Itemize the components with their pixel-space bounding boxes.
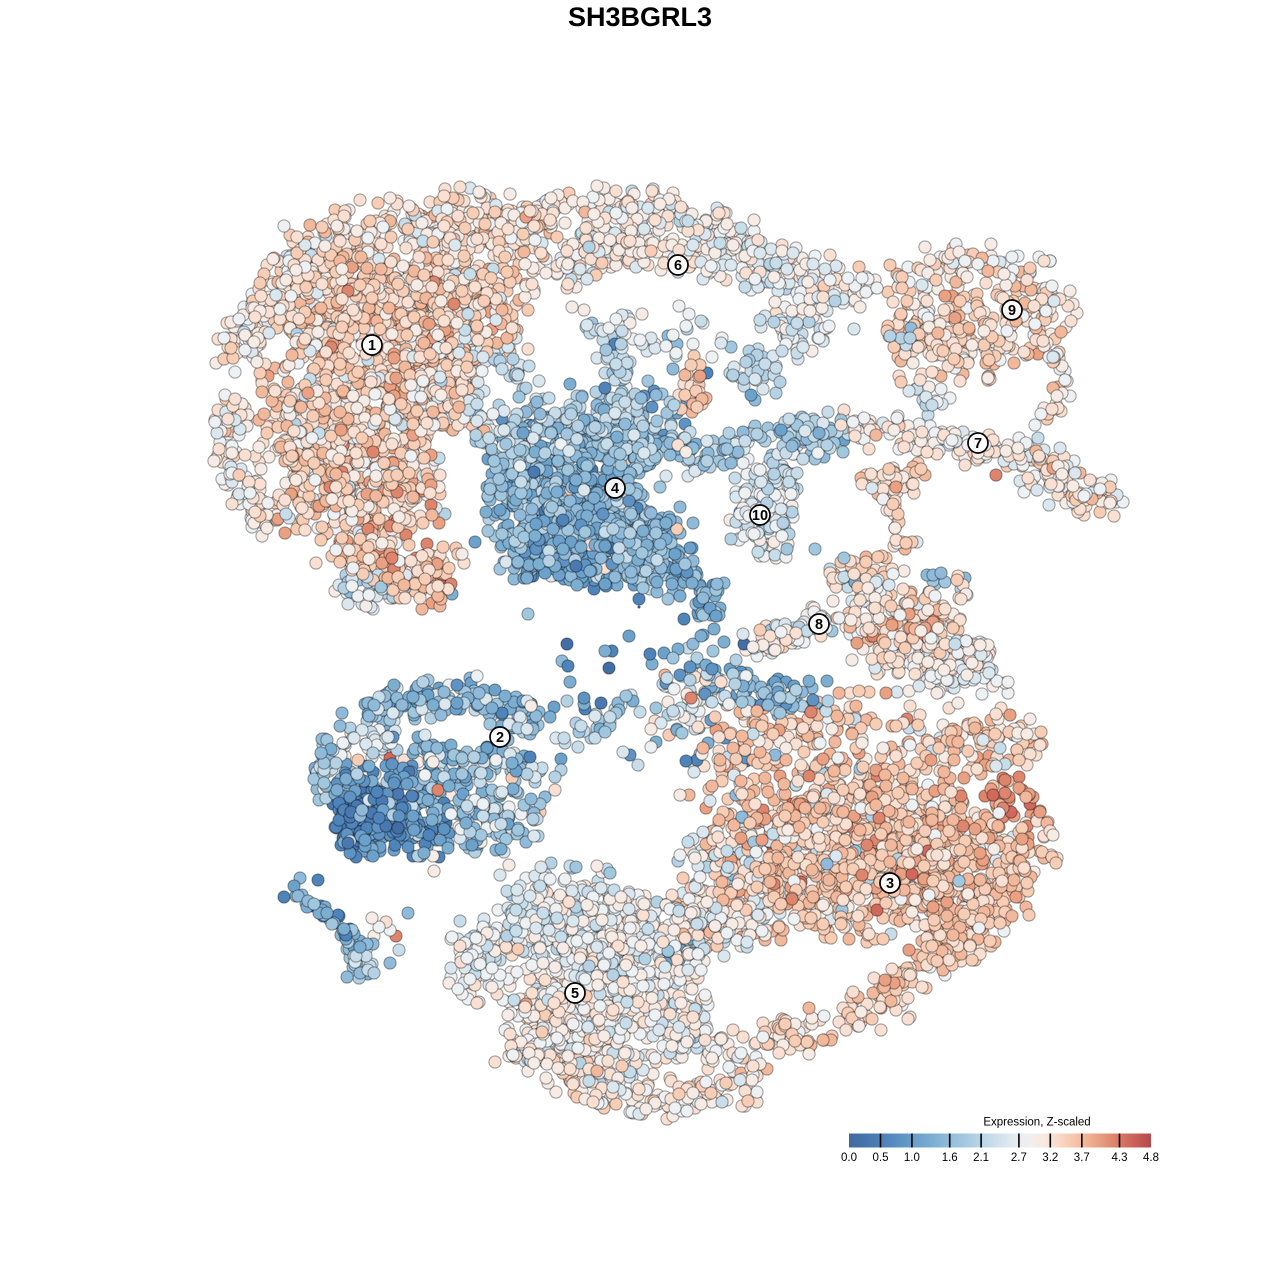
- svg-text:SH3BGRL3: SH3BGRL3: [568, 2, 712, 32]
